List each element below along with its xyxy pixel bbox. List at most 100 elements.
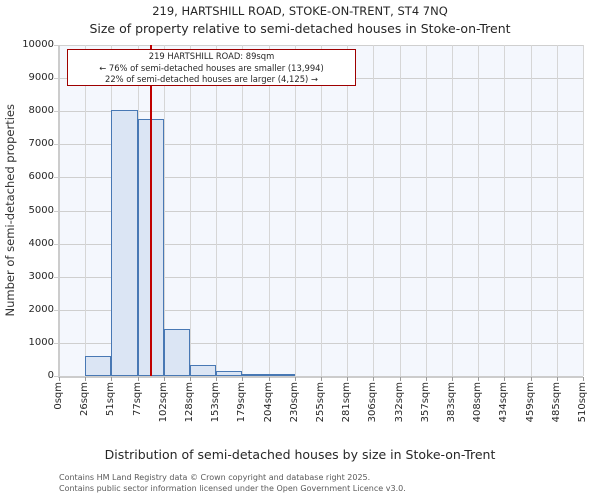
y-tick-mark [54, 243, 59, 245]
y-tick-mark [54, 342, 59, 344]
x-tick-label: 383sqm [446, 382, 457, 423]
x-tick-label: 153sqm [210, 382, 222, 423]
x-tick-mark [190, 377, 191, 381]
histogram-bar [111, 109, 138, 376]
x-tick-mark [583, 377, 584, 381]
gridline-vertical [425, 45, 427, 376]
x-tick-label: 357sqm [419, 382, 431, 423]
x-tick-label: 459sqm [524, 382, 536, 423]
x-tick-label: 179sqm [236, 382, 248, 423]
y-tick-mark [54, 45, 59, 46]
x-tick-mark [373, 377, 375, 381]
x-tick-mark [163, 377, 165, 381]
x-tick-label: 102sqm [157, 382, 169, 423]
histogram-bar [85, 356, 112, 376]
y-tick-label: 8000 [28, 105, 54, 117]
gridline-vertical [163, 45, 165, 376]
x-tick-mark [321, 377, 322, 381]
x-tick-label: 332sqm [393, 382, 405, 423]
x-axis-spine [58, 375, 583, 378]
y-tick-mark [54, 111, 59, 113]
x-tick-label: 408sqm [472, 382, 484, 423]
chart-title: 219, HARTSHILL ROAD, STOKE-ON-TRENT, ST4… [152, 4, 448, 18]
gridline-vertical [268, 45, 270, 376]
y-tick-label: 6000 [28, 171, 54, 183]
gridline-vertical [294, 45, 296, 376]
x-tick-mark [242, 377, 244, 381]
gridline-vertical [478, 45, 480, 376]
x-tick-label: 204sqm [262, 382, 274, 423]
histogram-bar [163, 328, 190, 376]
x-tick-mark [399, 377, 401, 381]
gridline-vertical [452, 45, 453, 376]
y-tick-label: 3000 [28, 270, 54, 282]
y-tick-label: 5000 [28, 204, 54, 216]
y-tick-mark [54, 210, 59, 212]
y-axis-label-text: Number of semi-detached properties [3, 104, 17, 317]
x-tick-label: 281sqm [341, 382, 353, 423]
y-tick-mark [54, 177, 59, 179]
x-tick-mark [85, 377, 87, 381]
x-tick-mark [478, 377, 480, 381]
gridline-vertical [216, 45, 218, 376]
x-tick-mark [504, 377, 506, 381]
annotation-line-3: 22% of semi-detached houses are larger (… [105, 74, 318, 85]
x-tick-label: 0sqm [53, 382, 64, 410]
x-tick-mark [530, 377, 532, 381]
x-tick-label: 485sqm [550, 382, 562, 423]
histogram-bar [190, 365, 217, 376]
y-tick-label: 9000 [28, 72, 54, 84]
footer-attribution-line-2: Contains public sector information licen… [59, 484, 406, 493]
x-tick-mark [294, 377, 296, 381]
x-tick-mark [268, 377, 270, 381]
x-tick-mark [425, 377, 427, 381]
x-tick-label: 230sqm [288, 382, 300, 423]
y-tick-label: 4000 [28, 237, 54, 249]
x-tick-mark [347, 377, 349, 381]
x-tick-label: 128sqm [184, 382, 195, 423]
y-tick-label: 2000 [28, 303, 54, 315]
gridline-vertical [242, 45, 244, 376]
gridline-vertical [321, 45, 322, 376]
gridline-vertical [373, 45, 375, 376]
y-axis-label: Number of semi-detached properties [2, 45, 18, 376]
y-tick-mark [54, 78, 59, 80]
chart-subtitle: Size of property relative to semi-detach… [89, 21, 511, 36]
x-tick-mark [59, 377, 60, 381]
x-tick-label: 26sqm [79, 382, 91, 417]
gridline-vertical [190, 45, 191, 376]
gridline-vertical [59, 45, 60, 376]
y-tick-label: 10000 [22, 39, 54, 50]
y-tick-label: 1000 [28, 336, 54, 348]
gridline-vertical [583, 45, 584, 376]
y-tick-label: 7000 [28, 138, 54, 150]
y-tick-label: 0 [47, 370, 54, 381]
property-annotation-box: 219 HARTSHILL ROAD: 89sqm ← 76% of semi-… [67, 49, 356, 86]
footer-attribution-line-1: Contains HM Land Registry data © Crown c… [59, 473, 371, 482]
x-tick-mark [452, 377, 453, 381]
x-tick-mark [137, 377, 139, 381]
y-tick-mark [54, 144, 59, 146]
gridline-vertical [504, 45, 506, 376]
property-size-marker-line [150, 45, 153, 376]
y-tick-mark [54, 376, 59, 377]
x-tick-label: 255sqm [315, 382, 326, 423]
annotation-line-2: ← 76% of semi-detached houses are smalle… [99, 62, 324, 73]
x-tick-label: 77sqm [131, 382, 143, 417]
x-axis-label: Distribution of semi-detached houses by … [104, 447, 496, 462]
x-tick-label: 434sqm [498, 382, 510, 423]
gridline-vertical [85, 45, 87, 376]
plot-area [59, 45, 584, 377]
x-tick-mark [216, 377, 218, 381]
gridline-vertical [556, 45, 558, 376]
x-tick-label: 306sqm [367, 382, 379, 423]
y-tick-mark [54, 276, 59, 278]
gridline-vertical [347, 45, 349, 376]
x-tick-label: 510sqm [577, 382, 588, 423]
y-tick-mark [54, 309, 59, 311]
gridline-vertical [530, 45, 532, 376]
x-tick-mark [556, 377, 558, 381]
gridline-vertical [399, 45, 401, 376]
x-tick-label: 51sqm [105, 382, 117, 417]
